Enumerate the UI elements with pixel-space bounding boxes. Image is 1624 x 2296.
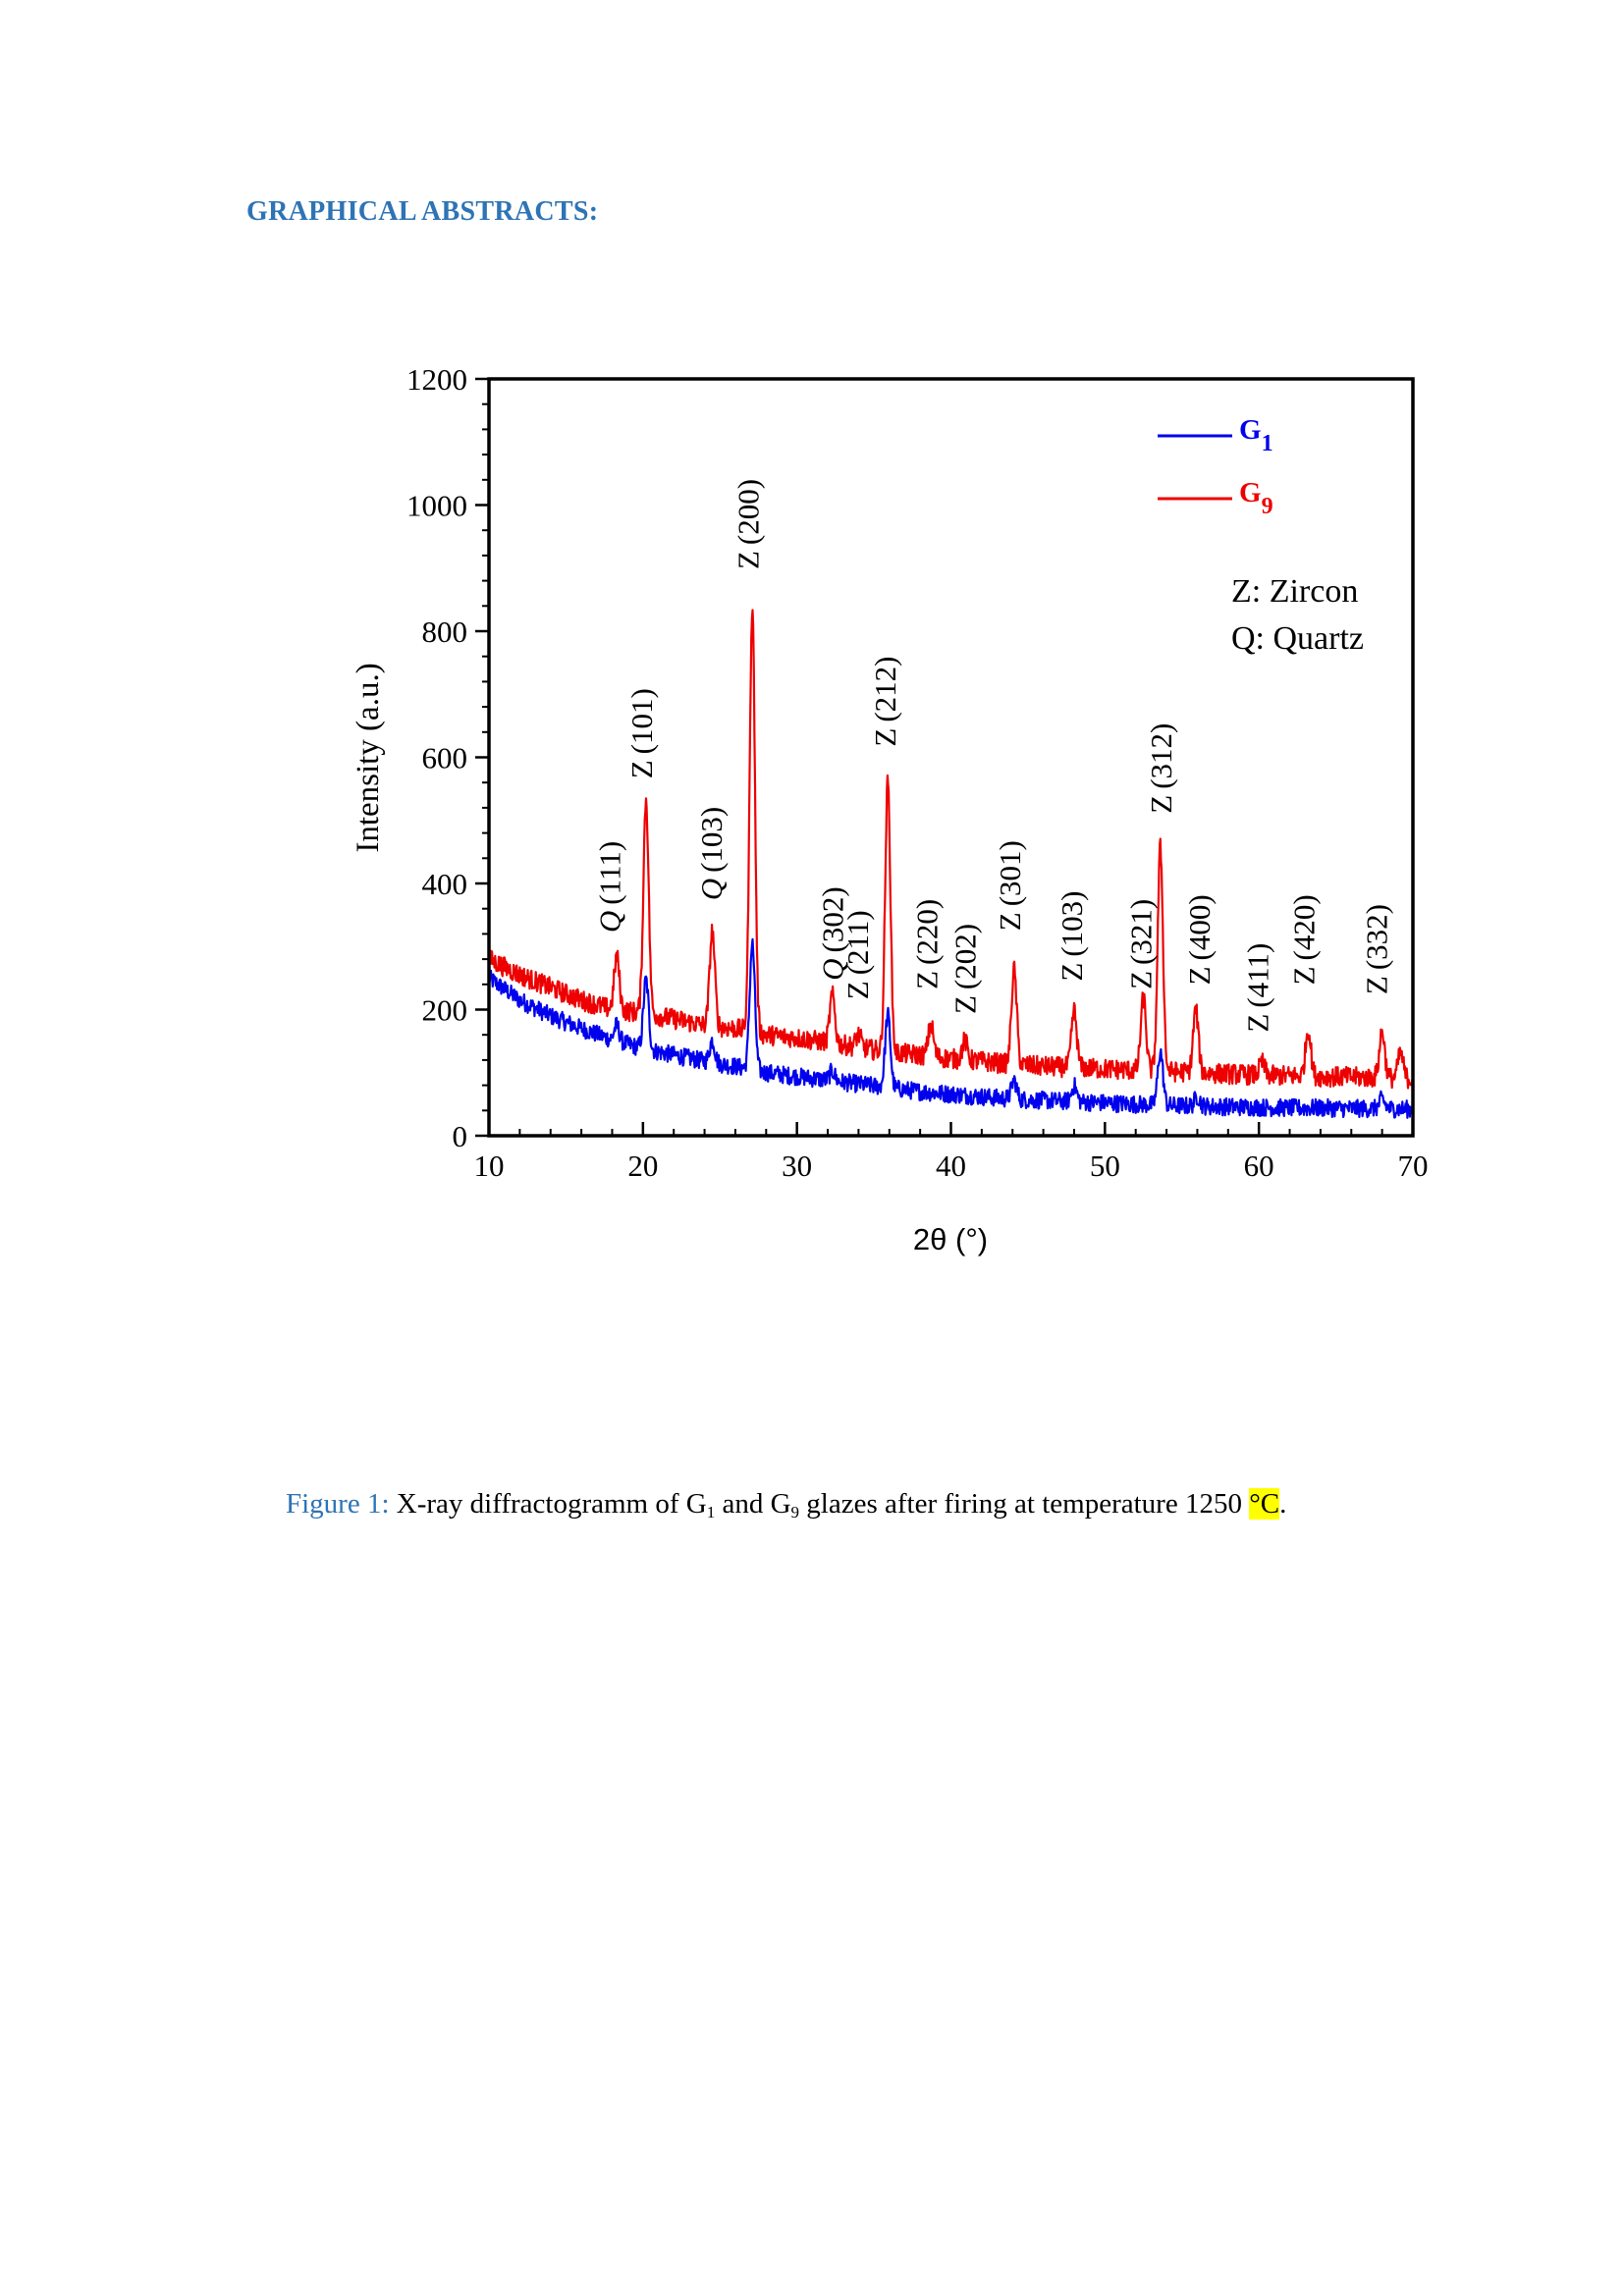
peak-label: Z (321) xyxy=(1123,899,1158,989)
x-tick-label: 40 xyxy=(936,1148,966,1183)
peak-label: Z (202) xyxy=(948,924,983,1014)
peak-hkl: (332) xyxy=(1359,904,1393,970)
xrd-chart: 10 20 30 40 50 60 70 0 200 400 600 800 1000 1200 Q (11… xyxy=(351,362,1429,1256)
caption-sub-a: 1 xyxy=(706,1503,716,1522)
x-tick-label: 10 xyxy=(474,1148,505,1183)
y-tick-label: 0 xyxy=(453,1119,468,1153)
x-tick-label: 30 xyxy=(782,1148,812,1183)
peak-hkl: (321) xyxy=(1123,899,1158,965)
peak-hkl: (411) xyxy=(1241,943,1275,1008)
peak-label: Q (103) xyxy=(694,807,729,901)
peak-hkl: (400) xyxy=(1182,894,1217,960)
peak-hkl: (212) xyxy=(868,657,902,722)
series-line-g1 xyxy=(487,937,1414,1119)
x-tick-label: 50 xyxy=(1090,1148,1120,1183)
peak-phase: Q xyxy=(694,879,729,900)
legend-label: G9 xyxy=(1239,477,1273,519)
peak-label: Z (212) xyxy=(868,657,902,747)
y-tick-label: 200 xyxy=(422,993,468,1028)
peak-annotations: Q (111) Z (101) Q (103) Z (200) Q (302) Z (211) Z (21… xyxy=(592,479,1393,1033)
y-axis-label: Intensity (a.u.) xyxy=(351,663,386,852)
peak-phase: Z xyxy=(1144,795,1178,814)
peak-label: Q (302) xyxy=(816,886,850,981)
x-tick-label: 60 xyxy=(1244,1148,1274,1183)
peak-hkl: (103) xyxy=(694,807,729,873)
peak-phase: Z xyxy=(868,728,902,747)
peak-phase: Q xyxy=(816,959,850,981)
peak-label: Z (312) xyxy=(1144,723,1178,814)
chart-curves xyxy=(487,609,1415,1119)
phase-key: Z: Zircon Q: Quartz xyxy=(1231,573,1364,657)
y-tick-label: 400 xyxy=(422,867,468,901)
peak-hkl: (200) xyxy=(731,479,766,545)
peak-label: Z (101) xyxy=(624,688,659,778)
phase-key-entry: Z: Zircon xyxy=(1231,573,1358,610)
peak-label: Z (220) xyxy=(909,899,944,989)
peak-phase: Z xyxy=(1123,971,1158,989)
y-tick-label: 600 xyxy=(422,741,468,775)
legend-name: G xyxy=(1239,414,1262,446)
figure-caption: Figure 1: X-ray diffractogramm of G1 and… xyxy=(286,1488,1286,1522)
x-tick-label: 20 xyxy=(627,1148,658,1183)
peak-hkl: (101) xyxy=(624,688,659,754)
peak-hkl: (312) xyxy=(1144,723,1178,789)
legend-name: G xyxy=(1239,477,1262,508)
y-tick-label: 800 xyxy=(422,614,468,649)
peak-label: Z (411) xyxy=(1241,943,1275,1033)
peak-label: Z (301) xyxy=(993,840,1027,931)
peak-hkl: (220) xyxy=(909,899,944,965)
legend-sub: 1 xyxy=(1262,431,1273,456)
caption-text-a: X-ray diffractogramm of G xyxy=(389,1488,707,1520)
peak-label: Z (420) xyxy=(1287,894,1322,985)
peak-phase: Z xyxy=(1182,966,1217,985)
y-tick-label: 1000 xyxy=(406,489,467,523)
y-tick-label: 1200 xyxy=(406,362,467,397)
peak-label: Z (211) xyxy=(840,910,875,999)
peak-hkl: (103) xyxy=(1055,891,1089,957)
peak-phase: Z xyxy=(1287,966,1322,985)
peak-phase: Z xyxy=(840,981,875,999)
axis-ticks: 10 20 30 40 50 60 70 0 200 400 600 800 1000 1200 xyxy=(406,362,1429,1183)
peak-label: Z (332) xyxy=(1359,904,1393,994)
phase-key-entry: Q: Quartz xyxy=(1231,620,1364,657)
peak-phase: Q xyxy=(592,911,626,933)
peak-phase: Z xyxy=(948,995,983,1014)
peak-phase: Z xyxy=(731,551,766,569)
peak-label: Z (103) xyxy=(1055,891,1089,982)
peak-label: Z (400) xyxy=(1182,894,1217,985)
caption-text-c: glazes after firing at temperature 1250 xyxy=(799,1488,1250,1520)
section-heading: GRAPHICAL ABSTRACTS: xyxy=(246,196,599,227)
x-tick-label: 70 xyxy=(1398,1148,1429,1183)
peak-label: Q (111) xyxy=(592,841,626,933)
caption-unit: °C xyxy=(1249,1488,1280,1520)
peak-phase: Z xyxy=(909,971,944,989)
caption-text-b: and G xyxy=(715,1488,791,1520)
caption-end: . xyxy=(1279,1488,1287,1520)
legend-label: G1 xyxy=(1239,414,1273,456)
peak-label: Z (200) xyxy=(731,479,766,569)
peak-phase: Z xyxy=(993,912,1027,931)
peak-phase: Z xyxy=(1241,1014,1275,1033)
legend-sub: 9 xyxy=(1262,494,1273,519)
peak-phase: Z xyxy=(1055,963,1089,982)
peak-hkl: (420) xyxy=(1287,894,1322,960)
caption-label: Figure 1: xyxy=(286,1488,390,1520)
x-axis-label: 2θ (°) xyxy=(913,1222,988,1256)
peak-hkl: (302) xyxy=(816,886,850,952)
peak-phase: Z xyxy=(624,760,659,778)
peak-hkl: (202) xyxy=(948,924,983,989)
peak-hkl: (211) xyxy=(840,910,875,975)
peak-phase: Z xyxy=(1359,976,1393,994)
caption-sub-b: 9 xyxy=(790,1503,800,1522)
peak-hkl: (111) xyxy=(592,841,626,905)
series-line-g9 xyxy=(487,609,1415,1090)
peak-hkl: (301) xyxy=(993,840,1027,906)
